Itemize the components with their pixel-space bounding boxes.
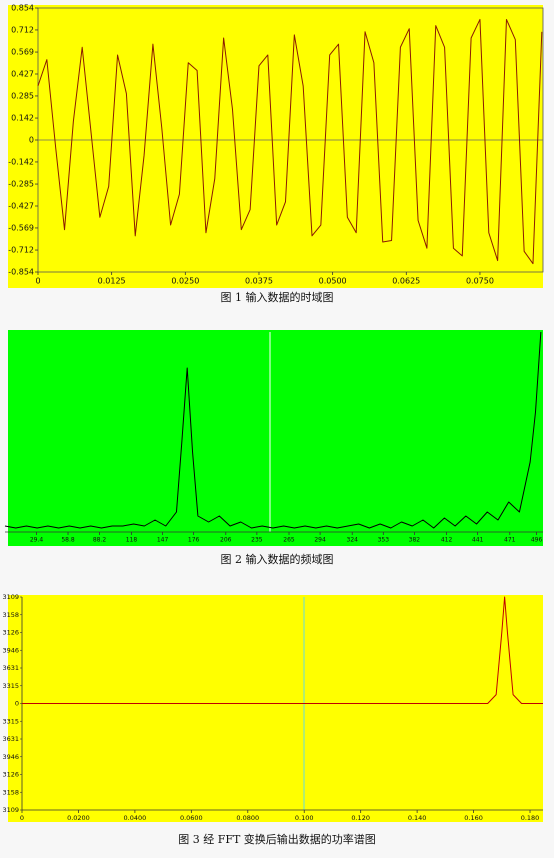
y-tick-label: 3109 [2, 806, 19, 814]
y-tick-label: -0.712 [8, 246, 34, 255]
y-tick-label: 3315 [2, 682, 19, 690]
x-tick-label: 206 [220, 537, 232, 544]
x-tick-label: 0 [20, 814, 24, 822]
figure-caption: 图 1 输入数据的时域图 [221, 290, 334, 304]
x-tick-label: 496 [531, 537, 543, 544]
x-tick-label: 58.8 [61, 537, 75, 544]
y-tick-label: 0.285 [11, 91, 34, 100]
x-tick-label: 118 [126, 537, 138, 544]
y-tick-label: 3946 [2, 646, 19, 654]
figure-caption: 图 3 经 FFT 变换后输出数据的功率谱图 [178, 832, 376, 846]
y-tick-label: 0 [29, 136, 34, 145]
y-tick-label: -0.569 [8, 223, 34, 232]
x-tick-label: 353 [378, 537, 390, 544]
y-tick-label: 0 [15, 700, 19, 708]
data-line [4, 331, 542, 529]
x-tick-label: 88.2 [93, 537, 107, 544]
x-tick-label: 0.0375 [245, 277, 273, 286]
y-tick-label: 0.854 [11, 4, 34, 13]
y-tick-label: 3946 [2, 753, 19, 761]
x-tick-label: 0.0400 [124, 814, 147, 822]
x-tick-label: 0.0625 [392, 277, 420, 286]
x-tick-label: 29.4 [30, 537, 44, 544]
x-tick-label: 176 [188, 537, 200, 544]
x-tick-label: 235 [251, 537, 263, 544]
x-tick-label: 412 [441, 537, 453, 544]
y-tick-label: 3158 [2, 788, 19, 796]
x-tick-label: 0.180 [521, 814, 540, 822]
x-tick-label: 0.0250 [171, 277, 199, 286]
y-tick-label: 0.569 [11, 48, 34, 57]
x-tick-label: 0.0200 [67, 814, 90, 822]
y-tick-label: 3158 [2, 611, 19, 619]
x-tick-label: 0.0500 [319, 277, 347, 286]
y-tick-label: -0.285 [8, 180, 34, 189]
y-tick-label: 0.142 [11, 114, 34, 123]
x-tick-label: 0.0750 [466, 277, 494, 286]
x-tick-label: 0.140 [408, 814, 427, 822]
y-tick-label: 3631 [2, 735, 19, 743]
x-tick-label: 324 [347, 537, 359, 544]
x-tick-label: 0.160 [464, 814, 483, 822]
x-tick-label: 294 [314, 537, 326, 544]
x-tick-label: 441 [472, 537, 484, 544]
x-tick-label: 265 [283, 537, 295, 544]
y-tick-label: 0.427 [11, 70, 34, 79]
x-tick-label: 0 [35, 277, 40, 286]
panel-3-background [8, 595, 543, 822]
y-tick-label: 3126 [2, 771, 19, 779]
x-tick-label: 0.100 [295, 814, 314, 822]
figure-caption: 图 2 输入数据的频域图 [221, 552, 334, 566]
data-line [37, 18, 543, 265]
panel-1-background [8, 5, 543, 288]
y-tick-label: 0.712 [11, 25, 34, 34]
x-tick-label: 382 [409, 537, 421, 544]
y-tick-label: -0.142 [8, 157, 34, 166]
y-tick-label: -0.427 [8, 202, 34, 211]
data-line [22, 596, 543, 704]
x-tick-label: 0.0800 [236, 814, 259, 822]
y-tick-label: 3631 [2, 664, 19, 672]
x-tick-label: 0.0125 [98, 277, 126, 286]
y-tick-label: -0.854 [8, 268, 34, 277]
y-tick-label: 3126 [2, 629, 19, 637]
y-tick-label: 3315 [2, 717, 19, 725]
panel-2-background [8, 330, 543, 546]
x-tick-label: 0.120 [351, 814, 370, 822]
y-tick-label: 3109 [2, 593, 19, 601]
x-tick-label: 0.0600 [180, 814, 203, 822]
x-tick-label: 147 [157, 537, 169, 544]
x-tick-label: 471 [504, 537, 516, 544]
